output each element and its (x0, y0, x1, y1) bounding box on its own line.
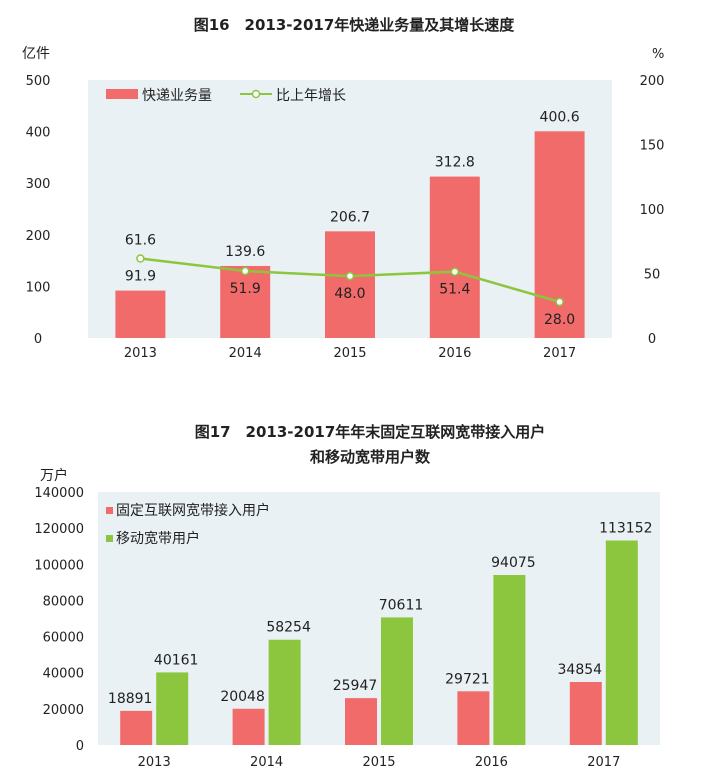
bar-fixed-broadband (345, 698, 377, 745)
bar-mobile-broadband (605, 540, 638, 745)
bar-value-label: 20048 (220, 689, 265, 705)
right-tick-label: 100 (640, 203, 665, 218)
bar-mobile-broadband (268, 639, 301, 745)
category-label: 2013 (124, 346, 157, 361)
right-tick-label: 200 (640, 74, 665, 89)
bar-value-label: 18891 (108, 691, 153, 707)
y-tick-label: 0 (76, 739, 84, 754)
right-tick-label: 0 (648, 332, 656, 347)
left-tick-label: 0 (34, 332, 42, 347)
bar-mobile-broadband (381, 617, 413, 745)
legend-swatch (106, 507, 113, 514)
growth-point (450, 267, 460, 276)
plot-area (98, 492, 660, 745)
chart-title: 图17 2013-2017年年末固定互联网宽带接入用户 (195, 423, 546, 441)
category-label: 2015 (362, 755, 395, 770)
left-tick-label: 300 (26, 177, 51, 192)
y-tick-label: 120000 (34, 522, 84, 537)
legend-marker (251, 89, 261, 99)
category-label: 2014 (250, 755, 283, 770)
category-label: 2017 (587, 755, 620, 770)
category-label: 2015 (333, 346, 366, 361)
y-tick-label: 20000 (43, 703, 84, 718)
legend-label: 移动宽带用户 (116, 530, 200, 547)
bar-value-label: 94075 (491, 555, 536, 571)
bar-express-volume (115, 290, 166, 338)
bar-value-label: 34854 (558, 662, 603, 678)
left-tick-label: 200 (26, 229, 51, 244)
bar-value-label: 91.9 (125, 269, 156, 285)
bar-fixed-broadband (569, 682, 602, 745)
line-value-label: 48.0 (334, 286, 365, 302)
bar-mobile-broadband (493, 574, 526, 745)
bar-value-label: 113152 (599, 521, 652, 537)
chart-title: 图16 2013-2017年快递业务量及其增长速度 (194, 16, 516, 34)
bar-value-label: 312.8 (435, 155, 475, 171)
bar-express-volume (429, 176, 480, 338)
bar-express-volume (534, 131, 585, 338)
bar-fixed-broadband (457, 691, 490, 745)
chart-title-line2: 和移动宽带用户数 (310, 448, 431, 466)
growth-point (555, 297, 564, 307)
growth-point (240, 266, 250, 276)
line-value-label: 51.4 (439, 282, 470, 298)
bar-value-label: 58254 (266, 620, 311, 636)
y-tick-label: 100000 (34, 558, 84, 573)
bar-value-label: 400.6 (540, 109, 580, 125)
bar-value-label: 29721 (445, 671, 490, 687)
bar-mobile-broadband (156, 672, 189, 745)
bar-value-label: 25947 (333, 678, 378, 694)
category-label: 2013 (138, 755, 171, 770)
legend-label: 固定互联网宽带接入用户 (116, 502, 270, 519)
category-label: 2016 (475, 755, 508, 770)
bar-value-label: 70611 (379, 597, 424, 613)
bar-value-label: 206.7 (330, 209, 370, 225)
bar-value-label: 40161 (154, 652, 199, 668)
left-tick-label: 500 (26, 74, 51, 89)
legend-label: 比上年增长 (276, 88, 346, 104)
left-tick-label: 400 (26, 126, 51, 141)
y-tick-label: 60000 (43, 631, 84, 646)
left-axis-unit: 万户 (40, 467, 68, 484)
right-tick-label: 150 (640, 139, 665, 154)
legend-swatch (106, 535, 113, 542)
bar-express-volume (325, 231, 375, 338)
y-tick-label: 140000 (34, 486, 84, 501)
bar-value-label: 139.6 (225, 244, 265, 260)
legend-label: 快递业务量 (142, 88, 212, 104)
left-axis-unit: 亿件 (22, 46, 50, 62)
bar-fixed-broadband (232, 708, 265, 745)
line-value-label: 51.9 (230, 281, 261, 297)
growth-point (136, 254, 145, 263)
line-value-label: 28.0 (544, 312, 575, 328)
bar-express-volume (220, 265, 271, 338)
left-tick-label: 100 (26, 280, 51, 295)
line-value-label: 61.6 (125, 233, 156, 249)
right-axis-unit: % (652, 47, 664, 62)
growth-point (345, 271, 355, 281)
category-label: 2017 (543, 346, 576, 361)
legend-bar-swatch (106, 89, 138, 99)
category-label: 2014 (229, 346, 262, 361)
right-tick-label: 50 (644, 268, 661, 283)
category-label: 2016 (438, 346, 471, 361)
y-tick-label: 40000 (43, 667, 84, 682)
y-tick-label: 80000 (43, 594, 84, 609)
bar-fixed-broadband (120, 710, 153, 745)
